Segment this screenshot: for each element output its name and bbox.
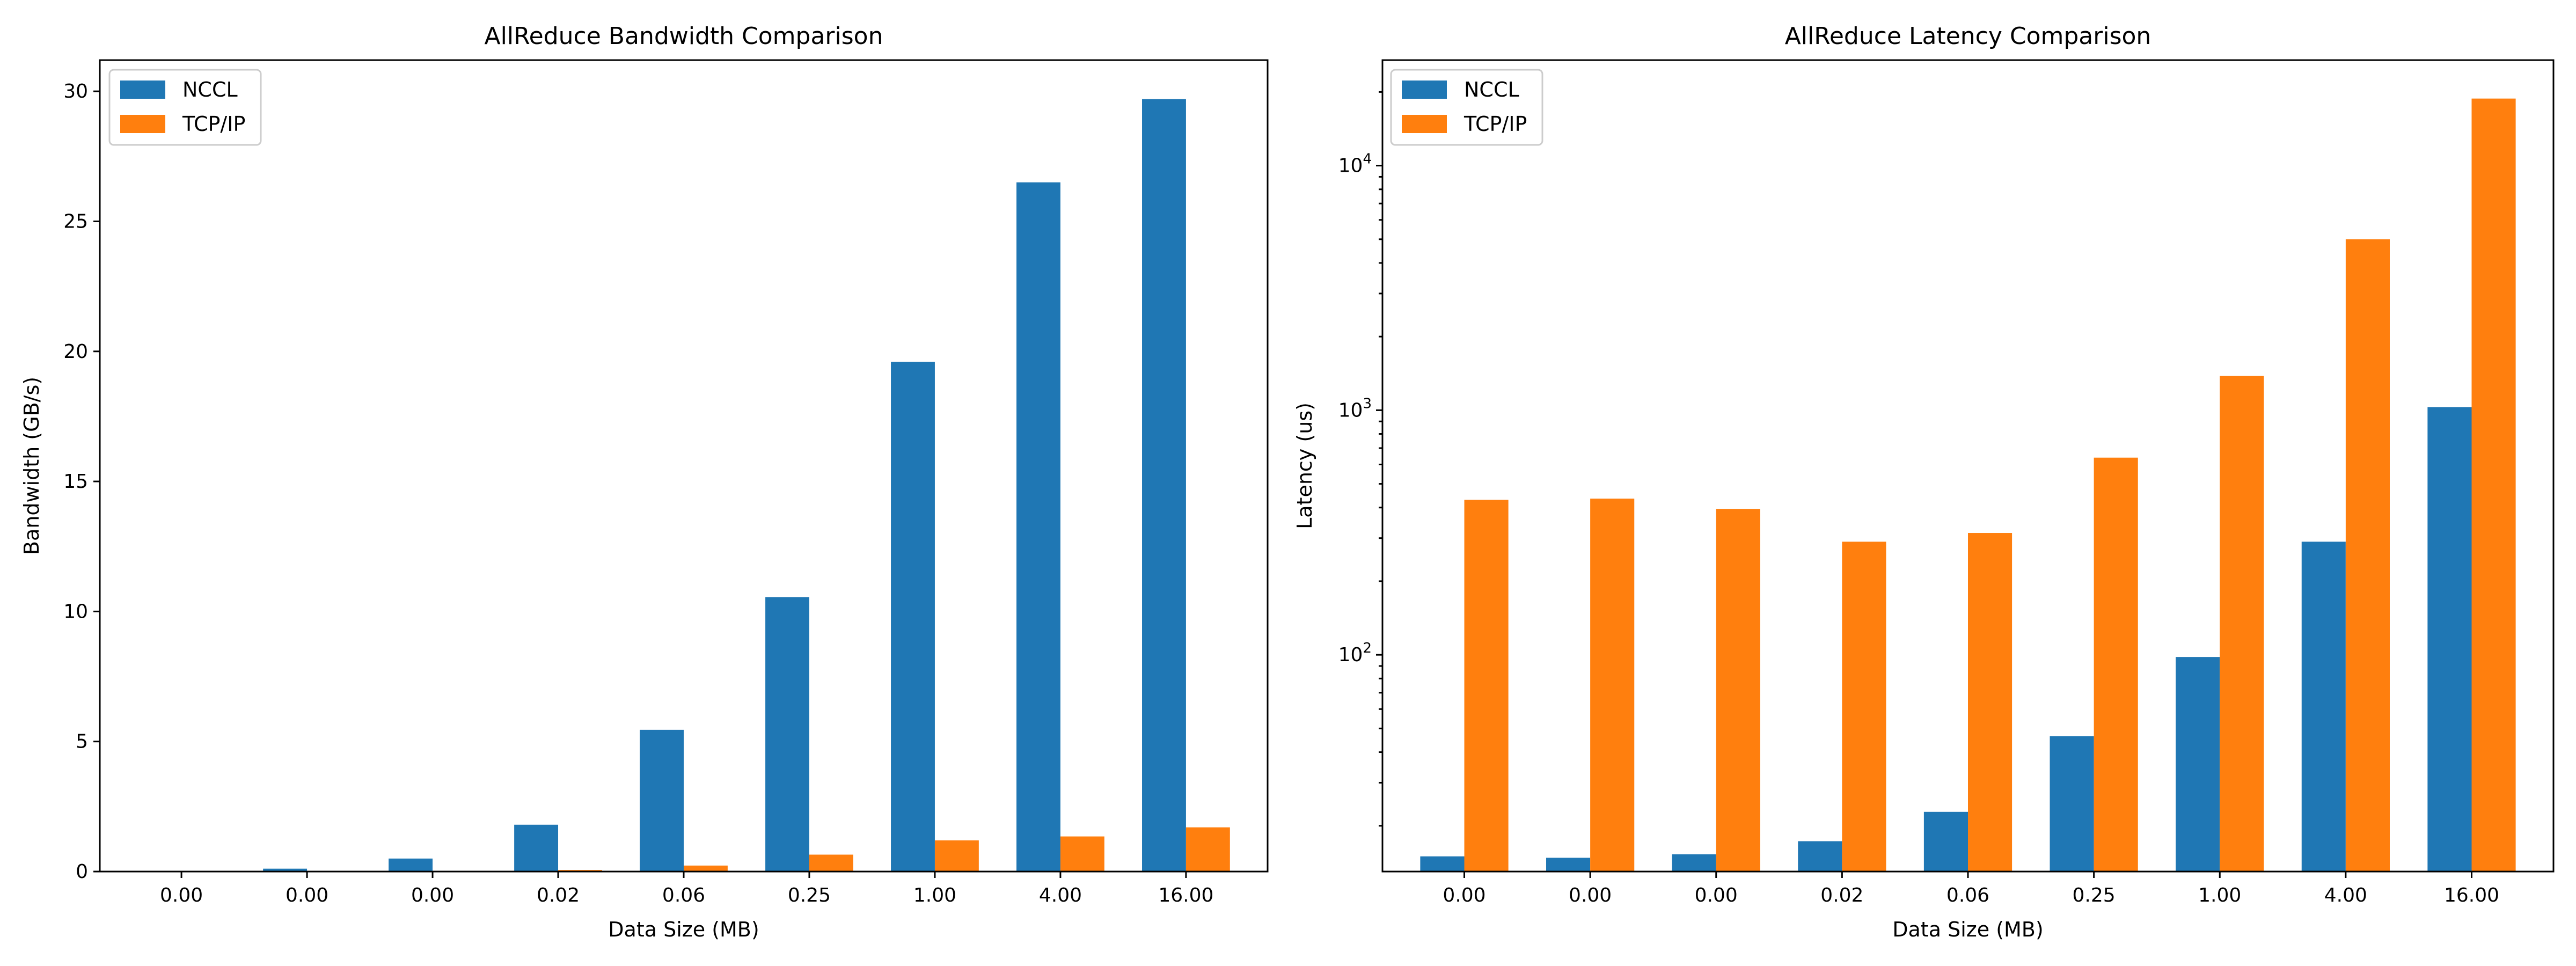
bandwidth-bar-nccl-8 [1142, 99, 1186, 872]
bandwidth-legend-swatch-nccl [120, 80, 165, 99]
latency-x-axis-label: Data Size (MB) [1892, 918, 2043, 941]
latency-y-axis-label: Latency (us) [1293, 402, 1316, 529]
latency-bars [1420, 98, 2516, 872]
latency-y-ticks: 102 103 104 [1338, 91, 1382, 827]
bandwidth-x-tick-label: 0.00 [411, 884, 454, 906]
bandwidth-bar-nccl-6 [891, 362, 935, 872]
latency-bar-nccl-4 [1923, 811, 1968, 872]
bandwidth-y-tick-label: 5 [76, 731, 88, 753]
latency-y-tick-label: 102 [1338, 640, 1372, 666]
bandwidth-bar-nccl-7 [1016, 182, 1060, 872]
bandwidth-bar-tcpip-5 [809, 854, 853, 872]
bandwidth-x-tick-label: 16.00 [1158, 884, 1213, 906]
latency-bar-nccl-0 [1420, 856, 1465, 872]
latency-x-tick-label: 0.25 [2073, 884, 2116, 906]
latency-y-tick-label: 103 [1338, 396, 1372, 421]
latency-bar-nccl-2 [1672, 854, 1716, 872]
latency-bar-nccl-8 [2427, 407, 2472, 872]
bandwidth-y-tick-label: 15 [63, 471, 88, 493]
latency-chart: AllReduce Latency Comparison 102 103 104 0… [1293, 23, 2555, 941]
latency-bar-tcpip-5 [2094, 457, 2138, 872]
bandwidth-bar-tcpip-8 [1185, 827, 1230, 872]
bandwidth-y-tick-label: 30 [63, 80, 88, 103]
latency-bar-tcpip-1 [1590, 499, 1635, 872]
latency-bar-tcpip-2 [1716, 509, 1760, 872]
bandwidth-y-tick-label: 20 [63, 341, 88, 363]
latency-y-tick-label: 104 [1338, 151, 1372, 177]
bandwidth-bar-tcpip-4 [684, 865, 728, 872]
bandwidth-plot-frame [99, 59, 1269, 873]
bandwidth-x-tick-label: 1.00 [913, 884, 956, 906]
bandwidth-bar-nccl-5 [765, 597, 809, 872]
bandwidth-y-tick-label: 10 [63, 601, 88, 623]
latency-x-tick-label: 0.06 [1946, 884, 1989, 906]
latency-bar-tcpip-4 [1968, 533, 2012, 872]
bandwidth-legend-swatch-tcpip [120, 115, 165, 133]
latency-plot-frame [1381, 59, 2555, 873]
latency-legend-swatch-nccl [1402, 80, 1447, 99]
latency-bar-tcpip-6 [2220, 376, 2264, 872]
latency-legend: NCCL TCP/IP [1390, 69, 1543, 146]
bandwidth-x-tick-label: 0.25 [788, 884, 831, 906]
latency-x-ticks: 0.00 0.00 0.00 0.02 0.06 0.25 1.00 4.00 16.00 [1443, 872, 2499, 906]
bandwidth-x-axis-label: Data Size (MB) [608, 918, 759, 941]
latency-bar-tcpip-3 [1842, 541, 1886, 872]
bandwidth-y-tick-label: 25 [63, 210, 88, 232]
latency-bar-nccl-1 [1546, 858, 1591, 872]
latency-bar-tcpip-0 [1464, 500, 1509, 872]
latency-x-tick-label: 0.00 [1443, 884, 1485, 906]
latency-bar-tcpip-7 [2345, 239, 2390, 872]
latency-legend-label-tcpip: TCP/IP [1463, 112, 1527, 136]
latency-chart-title: AllReduce Latency Comparison [1785, 23, 2151, 50]
bandwidth-x-tick-label: 4.00 [1039, 884, 1082, 906]
bandwidth-x-ticks: 0.00 0.00 0.00 0.02 0.06 0.25 1.00 4.00 16.00 [160, 872, 1213, 906]
bandwidth-bar-nccl-4 [640, 729, 684, 872]
bandwidth-bar-nccl-2 [389, 858, 433, 872]
latency-x-tick-label: 0.00 [1569, 884, 1612, 906]
latency-bar-nccl-7 [2301, 541, 2346, 872]
latency-x-tick-label: 16.00 [2444, 884, 2499, 906]
latency-x-tick-label: 0.00 [1695, 884, 1738, 906]
bandwidth-bar-tcpip-7 [1060, 836, 1104, 872]
bandwidth-bars [137, 99, 1230, 872]
bandwidth-bar-nccl-1 [263, 868, 308, 872]
bandwidth-chart: AllReduce Bandwidth Comparison 0 5 10 15 20 2… [20, 23, 1269, 941]
bandwidth-bar-nccl-3 [514, 824, 559, 872]
bandwidth-legend-label-tcpip: TCP/IP [182, 112, 245, 136]
bandwidth-chart-title: AllReduce Bandwidth Comparison [485, 23, 883, 50]
bandwidth-y-tick-label: 0 [76, 861, 88, 883]
latency-x-tick-label: 1.00 [2198, 884, 2241, 906]
bandwidth-x-tick-label: 0.00 [160, 884, 203, 906]
bandwidth-legend-label-nccl: NCCL [182, 78, 238, 101]
bandwidth-x-tick-label: 0.02 [537, 884, 580, 906]
bandwidth-y-axis-label: Bandwidth (GB/s) [20, 377, 43, 555]
latency-x-tick-label: 4.00 [2324, 884, 2367, 906]
latency-x-tick-label: 0.02 [1820, 884, 1863, 906]
latency-legend-swatch-tcpip [1402, 115, 1447, 133]
bandwidth-legend: NCCL TCP/IP [108, 69, 262, 146]
latency-legend-label-nccl: NCCL [1464, 78, 1519, 101]
bandwidth-x-tick-label: 0.06 [662, 884, 705, 906]
bandwidth-x-tick-label: 0.00 [286, 884, 328, 906]
latency-bar-tcpip-8 [2471, 98, 2516, 872]
latency-bar-nccl-5 [2050, 736, 2094, 872]
latency-bar-nccl-3 [1798, 841, 1842, 872]
bandwidth-bar-tcpip-6 [934, 840, 979, 872]
bandwidth-y-ticks: 0 5 10 15 20 25 30 [63, 80, 100, 883]
latency-bar-nccl-6 [2176, 657, 2220, 872]
